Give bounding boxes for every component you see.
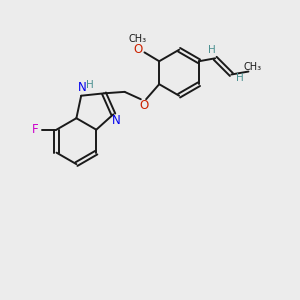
Text: F: F xyxy=(32,123,39,136)
Text: H: H xyxy=(86,80,94,89)
Text: CH₃: CH₃ xyxy=(244,62,262,72)
Text: N: N xyxy=(78,81,87,94)
Text: N: N xyxy=(112,114,121,127)
Text: O: O xyxy=(134,43,142,56)
Text: CH₃: CH₃ xyxy=(129,34,147,44)
Text: H: H xyxy=(236,73,244,83)
Text: O: O xyxy=(139,99,148,112)
Text: H: H xyxy=(208,45,215,55)
